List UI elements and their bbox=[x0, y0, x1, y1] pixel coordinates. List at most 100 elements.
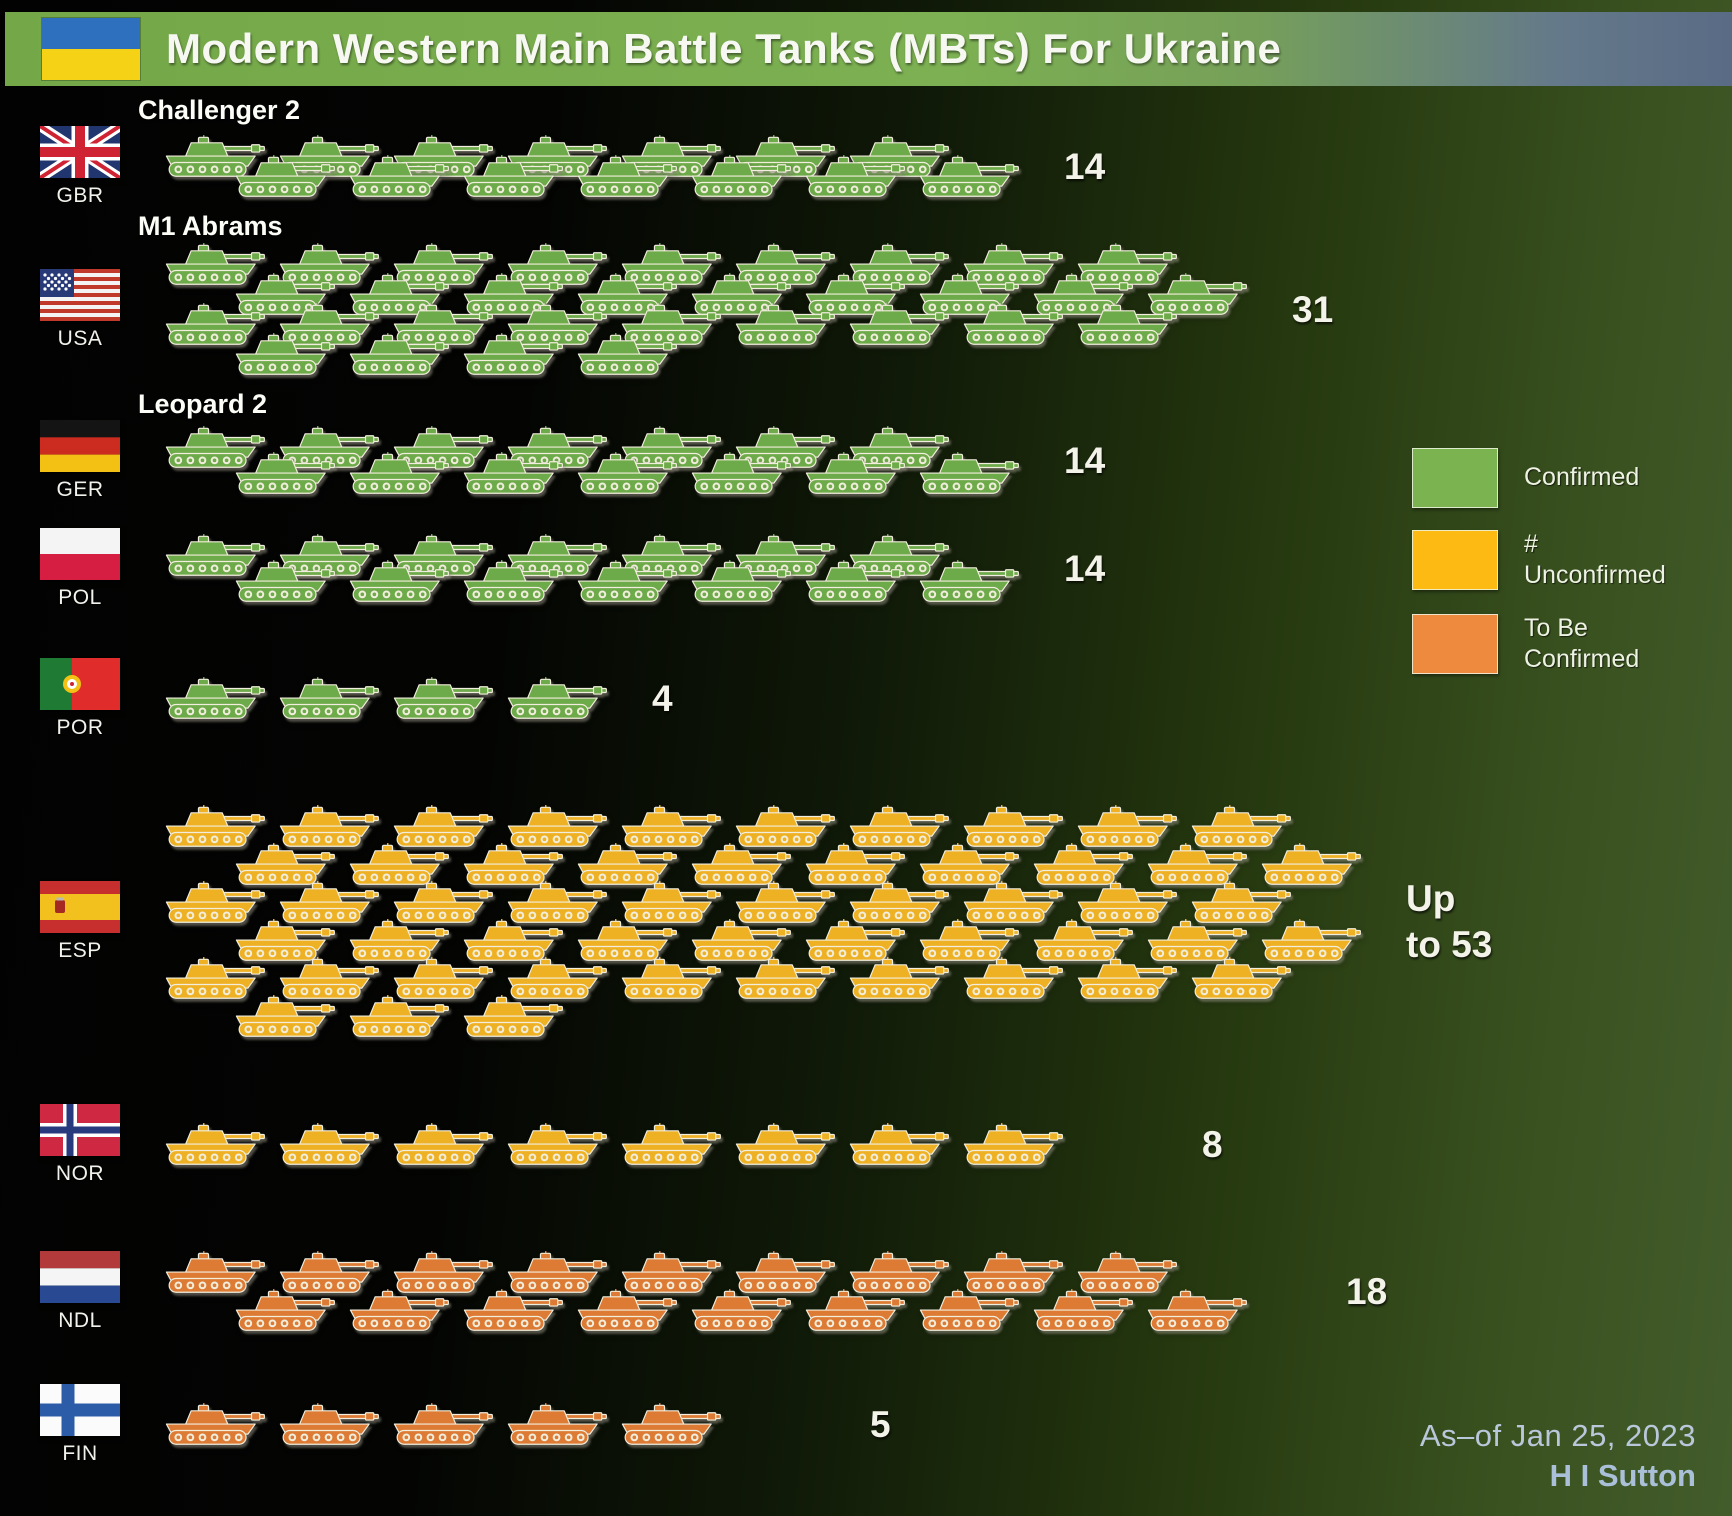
legend-swatch bbox=[1412, 613, 1498, 674]
flag-col-pol: POL bbox=[0, 528, 160, 610]
flag-gbr-icon bbox=[40, 126, 120, 178]
flag-fin-icon bbox=[40, 1384, 120, 1436]
tank-icon bbox=[572, 1288, 680, 1334]
legend-item: Confirmed bbox=[1412, 448, 1684, 508]
tank-count-label: 14 bbox=[1064, 145, 1106, 187]
legend-item: To Be Confirmed bbox=[1412, 613, 1684, 676]
tank-count-label: 14 bbox=[1064, 547, 1106, 589]
tank-pictogram-group bbox=[160, 1402, 730, 1448]
tank-icon bbox=[274, 676, 382, 722]
flag-ger-icon bbox=[40, 420, 120, 472]
tank-icon bbox=[230, 154, 338, 200]
tank-icon bbox=[730, 956, 838, 1002]
flag-por-icon bbox=[40, 658, 120, 710]
tank-icon bbox=[458, 994, 566, 1040]
tank-model-label: M1 Abrams bbox=[138, 211, 283, 241]
flag-col-ndl: NDL bbox=[0, 1251, 160, 1333]
section-ndl: NDL 18 bbox=[0, 1250, 1732, 1334]
section-ger: Leopard 2 GER 14 bbox=[0, 388, 1732, 502]
tank-icon bbox=[344, 332, 452, 378]
tank-icon bbox=[160, 676, 268, 722]
section-pol: POL 14 bbox=[0, 528, 1732, 610]
tank-icon bbox=[502, 676, 610, 722]
as-of-date: As–of Jan 25, 2023 bbox=[1419, 1418, 1696, 1453]
tank-icon bbox=[958, 956, 1066, 1002]
tank-icon bbox=[230, 332, 338, 378]
tank-icon bbox=[1142, 1288, 1250, 1334]
tank-icon bbox=[572, 451, 680, 497]
page-title: Modern Western Main Battle Tanks (MBTs) … bbox=[166, 25, 1282, 72]
flag-col-esp: ESP bbox=[0, 881, 160, 963]
flag-esp-icon bbox=[40, 881, 120, 933]
tank-icon bbox=[800, 451, 908, 497]
tank-model-label: Challenger 2 bbox=[138, 95, 301, 125]
legend-label: # Unconfirmed bbox=[1524, 530, 1666, 590]
flag-ndl-icon bbox=[40, 1251, 120, 1303]
tank-model-label: Leopard 2 bbox=[138, 389, 268, 419]
tank-icon bbox=[388, 676, 496, 722]
footer: As–of Jan 25, 2023 H I Sutton bbox=[1420, 1418, 1696, 1494]
tank-pictogram-group bbox=[160, 804, 1370, 1040]
tank-icon bbox=[458, 1288, 566, 1334]
tank-icon bbox=[160, 1402, 268, 1448]
tank-icon bbox=[344, 154, 452, 200]
tank-icon bbox=[686, 154, 794, 200]
tank-icon bbox=[914, 451, 1022, 497]
tank-icon bbox=[730, 302, 838, 348]
section-usa: M1 Abrams USA 31 bbox=[0, 210, 1732, 378]
tank-icon bbox=[914, 154, 1022, 200]
chart-area: Challenger 2 GBR 14 M1 Abrams USA 31 Leopard… bbox=[0, 86, 1732, 1516]
tank-icon bbox=[502, 1402, 610, 1448]
tank-icon bbox=[572, 332, 680, 378]
tank-icon bbox=[958, 1122, 1066, 1168]
tank-pictogram-group bbox=[160, 1122, 1072, 1168]
country-code-label: USA bbox=[57, 327, 103, 350]
tank-icon bbox=[1072, 302, 1180, 348]
flag-usa-icon bbox=[40, 269, 120, 321]
ukraine-flag-icon bbox=[42, 18, 140, 80]
flag-col-gbr: GBR bbox=[0, 126, 160, 208]
country-code-label: POL bbox=[58, 586, 102, 609]
country-code-label: GBR bbox=[56, 184, 104, 207]
header-bar: Modern Western Main Battle Tanks (MBTs) … bbox=[5, 12, 1732, 86]
legend-label: Confirmed bbox=[1524, 463, 1640, 492]
flag-col-ger: GER bbox=[0, 420, 160, 502]
tank-icon bbox=[458, 332, 566, 378]
tank-icon bbox=[686, 559, 794, 605]
tank-icon bbox=[686, 1288, 794, 1334]
tank-icon bbox=[388, 1402, 496, 1448]
tank-icon bbox=[230, 559, 338, 605]
flag-col-fin: FIN bbox=[0, 1384, 160, 1466]
tank-icon bbox=[274, 1402, 382, 1448]
legend-item: # Unconfirmed bbox=[1412, 529, 1684, 592]
legend-swatch bbox=[1412, 530, 1498, 591]
author-credit: H I Sutton bbox=[1549, 1458, 1696, 1493]
tank-icon bbox=[730, 1122, 838, 1168]
tank-icon bbox=[844, 956, 952, 1002]
tank-icon bbox=[616, 1402, 724, 1448]
tank-icon bbox=[274, 1122, 382, 1168]
flag-pol-icon bbox=[40, 528, 120, 580]
country-code-label: FIN bbox=[62, 1442, 98, 1465]
tank-pictogram-group bbox=[160, 242, 1256, 378]
tank-icon bbox=[572, 154, 680, 200]
tank-icon bbox=[344, 994, 452, 1040]
tank-icon bbox=[914, 1288, 1022, 1334]
flag-col-por: POR bbox=[0, 658, 160, 740]
section-esp: ESP Up to 53 bbox=[0, 804, 1732, 1040]
legend-label: To Be Confirmed bbox=[1524, 613, 1640, 673]
section-nor: NOR 8 bbox=[0, 1104, 1732, 1186]
tank-icon bbox=[616, 956, 724, 1002]
tank-icon bbox=[344, 559, 452, 605]
tank-icon bbox=[344, 451, 452, 497]
section-fin: FIN 5 bbox=[0, 1384, 1732, 1466]
tank-row bbox=[160, 1122, 1072, 1168]
tank-pictogram-group bbox=[160, 676, 616, 722]
tank-icon bbox=[958, 302, 1066, 348]
tank-icon bbox=[800, 559, 908, 605]
tank-row bbox=[160, 1402, 730, 1448]
tank-icon bbox=[160, 1122, 268, 1168]
tank-pictogram-group bbox=[160, 1250, 1256, 1334]
tank-icon bbox=[388, 1122, 496, 1168]
tank-icon bbox=[230, 994, 338, 1040]
